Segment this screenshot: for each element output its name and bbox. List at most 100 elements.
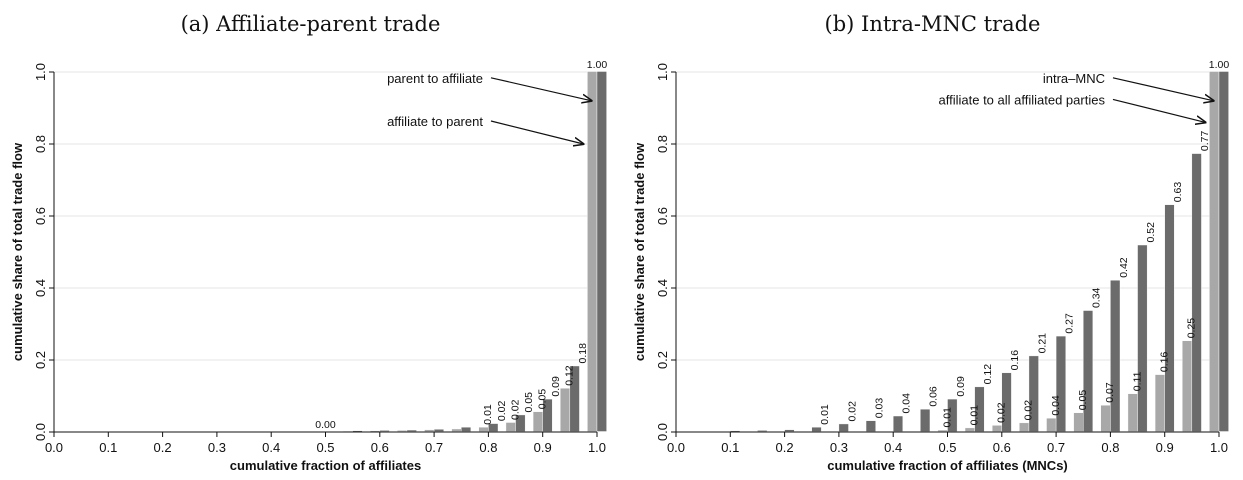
y-tick-label: 0.0 [33,423,48,441]
bar-intra-mnc [865,420,876,432]
data-label: 0.63 [1172,182,1184,203]
bar-parent-to-affiliate [379,430,390,432]
y-tick-label: 1.0 [33,63,48,81]
bar-intra-mnc [784,429,795,432]
y-tick-label: 0.6 [33,207,48,225]
bar-intra-mnc [1083,310,1094,432]
bar-intra-mnc [893,415,904,432]
bar-affiliate-to-all [1073,412,1084,432]
data-label: 0.12 [564,365,576,386]
data-label: 0.04 [901,393,913,414]
data-label: 0.02 [509,399,521,420]
y-tick-label: 0.4 [33,279,48,297]
bar-affiliate-to-all [1209,71,1220,432]
bar-intra-mnc [920,408,931,432]
data-label: 0.02 [1023,400,1035,421]
y-tick-label: 0.2 [33,351,48,369]
annotation-label: affiliate to parent [387,114,483,129]
data-label: 0.21 [1036,333,1048,354]
bar-intra-mnc [1218,71,1229,432]
x-tick-label: 0.0 [45,440,63,455]
x-tick-label: 0.2 [776,440,794,455]
x-tick-label: 0.3 [208,440,226,455]
chart-title: (a) Affiliate-parent trade [180,12,441,36]
data-label: 0.16 [1009,350,1021,371]
chart-intra-mnc: 0.0 0.1 0.2 0.3 0.4 0.5 0.6 0.7 0.8 0.9 1.0 0.0 0.2 0… [632,59,1230,473]
data-label: 1.00 [1209,59,1230,71]
bar-affiliate-to-all [1100,405,1111,432]
data-label: 0.02 [496,400,508,421]
data-label: 0.05 [1077,390,1089,411]
x-tick-label: 0.4 [884,440,902,455]
data-label: 0.01 [941,407,953,428]
bar-affiliate-to-all [937,429,948,432]
bar-affiliate-to-all [1182,340,1193,432]
x-tick-label: 0.6 [371,440,389,455]
bar-affiliate-to-all [1019,422,1030,432]
x-tick-label: 1.0 [1210,440,1228,455]
x-tick-label: 0.6 [993,440,1011,455]
bar-affiliate-to-parent [451,428,462,432]
bar-affiliate-to-parent [397,430,408,432]
bar-affiliate-to-all [1127,393,1138,432]
panel-intra-mnc: (b) Intra-MNC trade 0.0 0.1 0.2 0.3 0.4 0.5 0.… [622,0,1243,480]
bar-parent-to-affiliate [433,429,444,432]
annotation-arrow [490,77,592,101]
y-tick-label: 0.4 [655,279,670,297]
x-tick-label: 0.8 [1101,440,1119,455]
x-tick-label: 0.5 [316,440,334,455]
data-label: 0.09 [955,376,967,397]
annotation-arrow [1112,77,1214,101]
x-tick-label: 0.9 [1156,440,1174,455]
x-tick-label: 0.5 [938,440,956,455]
data-label: 0.11 [1131,371,1143,391]
bar-affiliate-to-all [964,427,975,432]
annotation-arrow [1112,98,1205,122]
bar-affiliate-to-parent [587,71,598,432]
data-label: 0.00 [315,419,336,431]
x-tick-label: 0.3 [830,440,848,455]
bar-intra-mnc [1137,244,1148,432]
bar-parent-to-affiliate [596,71,607,432]
annotation-arrow [490,120,583,144]
data-label: 0.02 [996,402,1008,423]
chart-affiliate-parent: 0.0 0.1 0.2 0.3 0.4 0.5 0.6 0.7 0.8 0.9 1.0 0.0 0.2 0… [10,59,607,473]
data-label: 0.09 [550,376,562,397]
x-tick-label: 0.1 [721,440,739,455]
data-label: 0.03 [873,398,885,419]
data-label: 0.04 [1050,395,1062,416]
x-tick-label: 0.9 [534,440,552,455]
annotation-label: parent to affiliate [387,71,483,86]
bar-intra-mnc [838,423,849,432]
data-label: 0.07 [1104,382,1116,403]
x-axis-label: cumulative fraction of affiliates (MNCs) [827,458,1068,473]
data-label: 0.01 [819,404,831,425]
bar-intra-mnc [1110,280,1121,432]
x-tick-label: 0.8 [479,440,497,455]
data-label: 0.34 [1091,287,1103,308]
y-tick-label: 1.0 [655,63,670,81]
data-label: 0.06 [928,386,940,407]
panel-affiliate-parent: (a) Affiliate-parent trade 0.0 0.1 0.2 0.3 0… [0,0,621,480]
x-tick-label: 0.7 [1047,440,1065,455]
chart-title: (b) Intra-MNC trade [824,12,1041,36]
x-tick-label: 0.0 [667,440,685,455]
y-axis-label: cumulative share of total trade flow [10,142,25,361]
bar-parent-to-affiliate [406,429,417,432]
y-tick-label: 0.8 [33,135,48,153]
x-tick-label: 0.2 [154,440,172,455]
x-tick-label: 0.7 [425,440,443,455]
bar-parent-to-affiliate [461,426,472,432]
bar-intra-mnc [1191,153,1202,432]
annotation-label: affiliate to all affiliated parties [939,92,1106,107]
data-label: 0.05 [536,389,548,410]
bar-affiliate-to-parent [532,411,543,432]
bar-affiliate-to-all [1154,374,1165,432]
data-label: 0.02 [846,401,858,422]
bar-intra-mnc [757,430,768,432]
data-label: 0.01 [968,405,980,426]
y-tick-label: 0.6 [655,207,670,225]
bar-affiliate-to-all [992,425,1003,432]
data-label: 0.42 [1118,257,1130,278]
data-label: 0.27 [1063,313,1075,334]
